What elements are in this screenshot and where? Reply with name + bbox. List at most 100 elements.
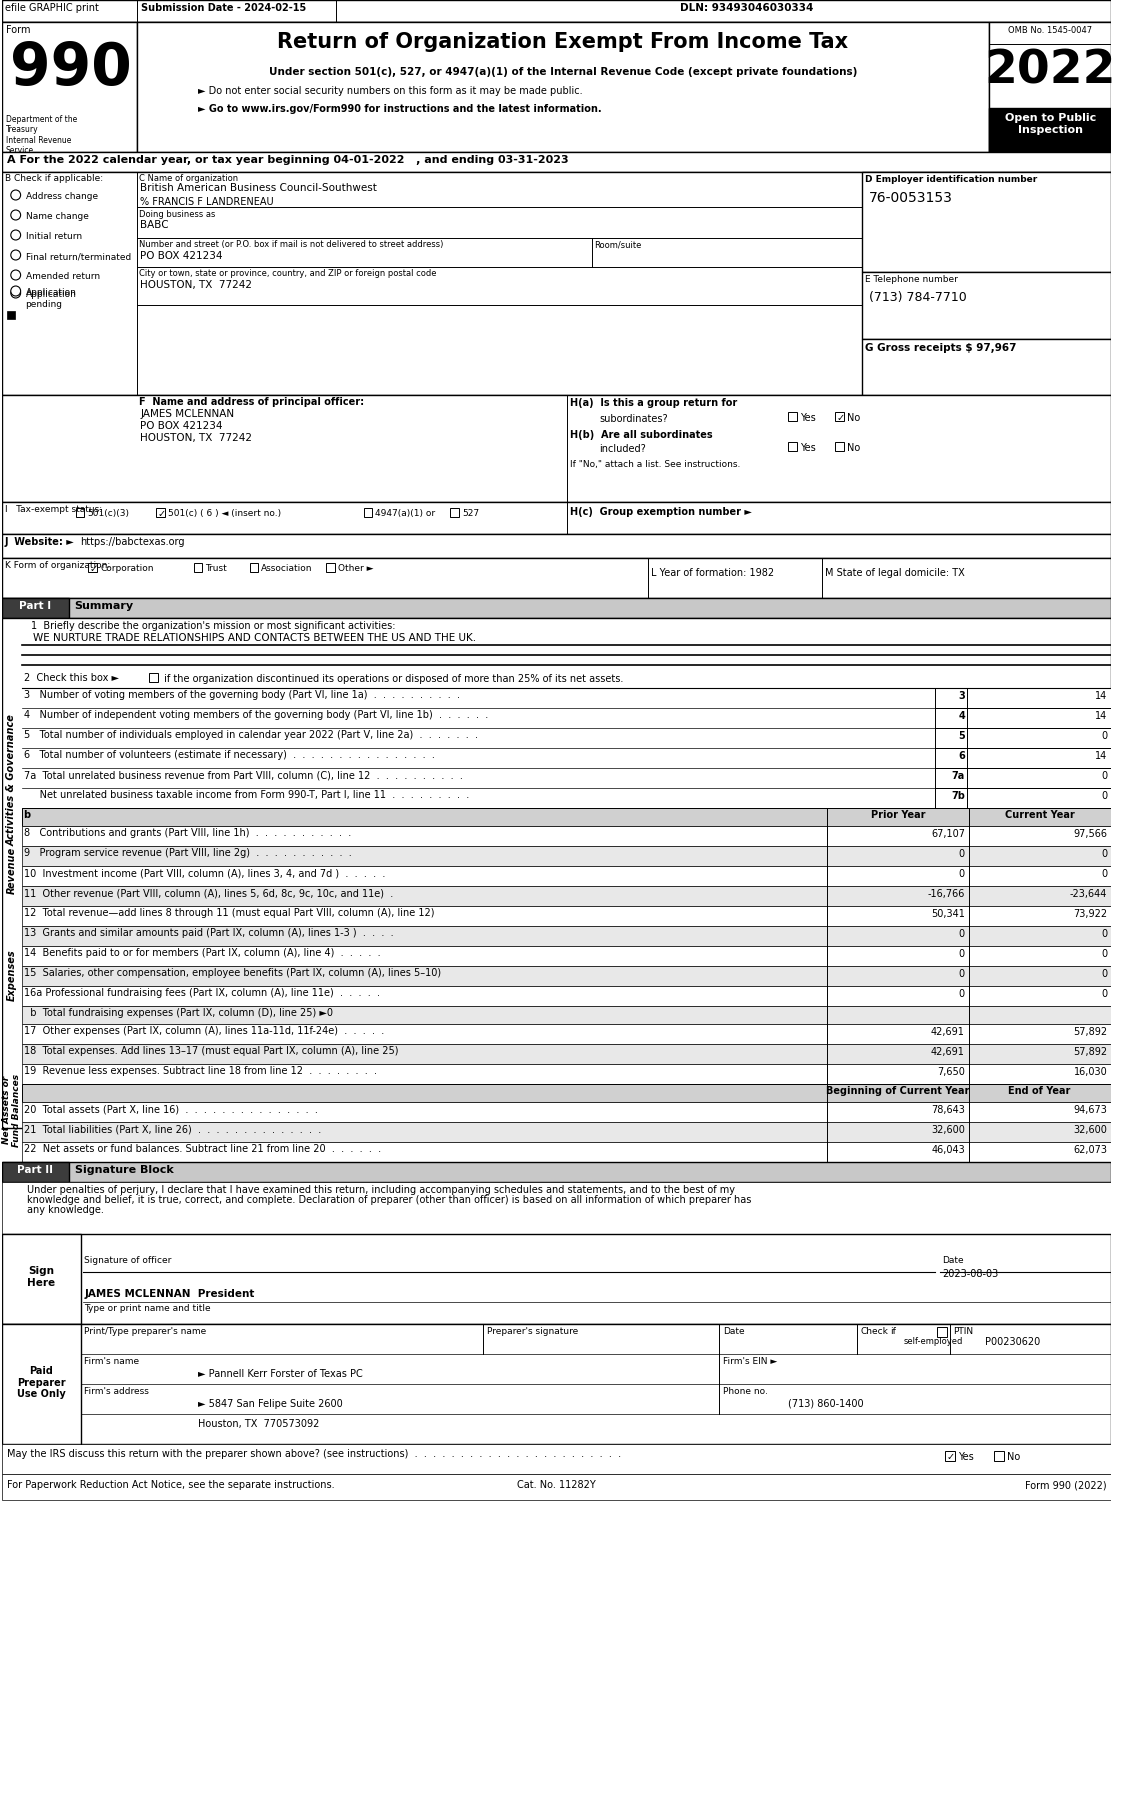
Bar [861, 272, 1111, 339]
Bar [788, 443, 797, 452]
Bar [2, 395, 1111, 502]
Text: Houston, TX  770573092: Houston, TX 770573092 [199, 1419, 320, 1429]
Text: Other ►: Other ► [338, 564, 374, 573]
Text: any knowledge.: any knowledge. [26, 1204, 104, 1215]
Text: 14: 14 [1095, 691, 1108, 700]
Text: 42,691: 42,691 [931, 1027, 965, 1038]
Bar [945, 1451, 955, 1460]
Text: M State of legal domicile: TX: M State of legal domicile: TX [825, 568, 965, 579]
Bar [2, 1324, 80, 1444]
Text: Firm's name: Firm's name [85, 1357, 140, 1366]
Bar [156, 508, 165, 517]
Bar [21, 1023, 1111, 1045]
Text: b  Total fundraising expenses (Part IX, column (D), line 25) ►0: b Total fundraising expenses (Part IX, c… [24, 1009, 333, 1018]
Text: HOUSTON, TX  77242: HOUSTON, TX 77242 [140, 434, 253, 443]
Text: 4947(a)(1) or: 4947(a)(1) or [375, 510, 436, 519]
Text: 14  Benefits paid to or for members (Part IX, column (A), line 4)  .  .  .  .  .: 14 Benefits paid to or for members (Part… [24, 949, 380, 958]
Text: 0: 0 [959, 869, 965, 880]
Text: If "No," attach a list. See instructions.: If "No," attach a list. See instructions… [570, 461, 741, 470]
Text: PO BOX 421234: PO BOX 421234 [140, 421, 224, 432]
Text: ► Go to www.irs.gov/Form990 for instructions and the latest information.: ► Go to www.irs.gov/Form990 for instruct… [199, 103, 602, 114]
Bar [936, 767, 966, 787]
Text: Check: Check [860, 1328, 889, 1335]
Text: E Telephone number: E Telephone number [865, 276, 957, 285]
Bar [936, 727, 966, 747]
Text: 14: 14 [1095, 711, 1108, 720]
Bar [936, 787, 966, 807]
Text: 10  Investment income (Part VIII, column (A), lines 3, 4, and 7d )  .  .  .  .  : 10 Investment income (Part VIII, column … [24, 869, 385, 878]
Text: 0: 0 [1101, 869, 1108, 880]
Circle shape [11, 287, 20, 296]
Text: Final return/terminated: Final return/terminated [26, 252, 131, 261]
Circle shape [11, 190, 20, 200]
Text: For Paperwork Reduction Act Notice, see the separate instructions.: For Paperwork Reduction Act Notice, see … [7, 1480, 334, 1489]
Text: Cat. No. 11282Y: Cat. No. 11282Y [517, 1480, 595, 1489]
Text: Part II: Part II [17, 1165, 53, 1175]
Bar [989, 109, 1111, 152]
Bar [966, 767, 1111, 787]
Text: A For the 2022 calendar year, or tax year beginning 04-01-2022   , and ending 03: A For the 2022 calendar year, or tax yea… [7, 154, 569, 165]
Text: Submission Date - 2024-02-15: Submission Date - 2024-02-15 [141, 4, 307, 13]
Text: 19  Revenue less expenses. Subtract line 18 from line 12  .  .  .  .  .  .  .  .: 19 Revenue less expenses. Subtract line … [24, 1067, 377, 1076]
Text: Trust: Trust [205, 564, 227, 573]
Text: 8   Contributions and grants (Part VIII, line 1h)  .  .  .  .  .  .  .  .  .  . : 8 Contributions and grants (Part VIII, l… [24, 827, 351, 838]
Bar [2, 1163, 1111, 1183]
Text: Corporation: Corporation [100, 564, 154, 573]
Text: 17  Other expenses (Part IX, column (A), lines 11a-11d, 11f-24e)  .  .  .  .  .: 17 Other expenses (Part IX, column (A), … [24, 1027, 384, 1036]
Text: Expenses: Expenses [7, 949, 17, 1001]
Bar [364, 508, 373, 517]
Text: No: No [1007, 1451, 1021, 1462]
Text: H(b)  Are all subordinates: H(b) Are all subordinates [570, 430, 712, 441]
Text: Application: Application [26, 288, 77, 297]
Bar [21, 865, 1111, 885]
Text: Type or print name and title: Type or print name and title [85, 1304, 211, 1313]
Text: L Year of formation: 1982: L Year of formation: 1982 [651, 568, 774, 579]
Bar [2, 152, 1111, 172]
Text: Date: Date [943, 1255, 964, 1264]
Text: 2022: 2022 [984, 47, 1117, 93]
Text: 15  Salaries, other compensation, employee benefits (Part IX, column (A), lines : 15 Salaries, other compensation, employe… [24, 969, 440, 978]
Text: OMB No. 1545-0047: OMB No. 1545-0047 [1008, 25, 1093, 34]
Text: 0: 0 [1101, 731, 1108, 740]
Bar [7, 310, 15, 319]
Text: Yes: Yes [799, 443, 815, 454]
Text: ✓: ✓ [157, 510, 165, 519]
Text: 76-0053153: 76-0053153 [868, 190, 953, 205]
Text: Prior Year: Prior Year [870, 811, 926, 820]
Bar [450, 508, 458, 517]
Bar [21, 825, 1111, 845]
Text: if the organization discontinued its operations or disposed of more than 25% of : if the organization discontinued its ope… [161, 675, 623, 684]
Bar [2, 619, 1111, 1128]
Bar [966, 688, 1111, 707]
Text: Signature Block: Signature Block [75, 1165, 174, 1175]
Text: 13  Grants and similar amounts paid (Part IX, column (A), lines 1-3 )  .  .  .  : 13 Grants and similar amounts paid (Part… [24, 929, 393, 938]
Text: knowledge and belief, it is true, correct, and complete. Declaration of preparer: knowledge and belief, it is true, correc… [26, 1195, 751, 1204]
Bar [2, 1163, 69, 1183]
Bar [149, 673, 158, 682]
Bar [21, 1045, 1111, 1065]
Text: 0: 0 [1101, 771, 1108, 782]
Text: 527: 527 [462, 510, 479, 519]
Text: BABC: BABC [140, 219, 169, 230]
Text: 990: 990 [10, 40, 132, 96]
Bar [966, 747, 1111, 767]
Text: Form: Form [6, 25, 30, 34]
Text: -23,644: -23,644 [1070, 889, 1108, 900]
Bar [861, 339, 1111, 395]
Bar [2, 599, 1111, 619]
Text: ✓: ✓ [837, 414, 844, 423]
Bar [966, 727, 1111, 747]
Text: included?: included? [599, 444, 646, 454]
Text: 73,922: 73,922 [1074, 909, 1108, 920]
Text: 0: 0 [959, 949, 965, 960]
Text: 16,030: 16,030 [1074, 1067, 1108, 1078]
Text: 46,043: 46,043 [931, 1145, 965, 1156]
Text: Under section 501(c), 527, or 4947(a)(1) of the Internal Revenue Code (except pr: Under section 501(c), 527, or 4947(a)(1)… [269, 67, 857, 76]
Text: JAMES MCLENNAN  President: JAMES MCLENNAN President [85, 1290, 255, 1299]
Text: efile GRAPHIC print: efile GRAPHIC print [5, 4, 98, 13]
Text: 0: 0 [959, 989, 965, 1000]
Text: 0: 0 [1101, 989, 1108, 1000]
Text: 18  Total expenses. Add lines 13–17 (must equal Part IX, column (A), line 25): 18 Total expenses. Add lines 13–17 (must… [24, 1047, 399, 1056]
Text: 0: 0 [1101, 791, 1108, 802]
Bar [861, 172, 1111, 272]
